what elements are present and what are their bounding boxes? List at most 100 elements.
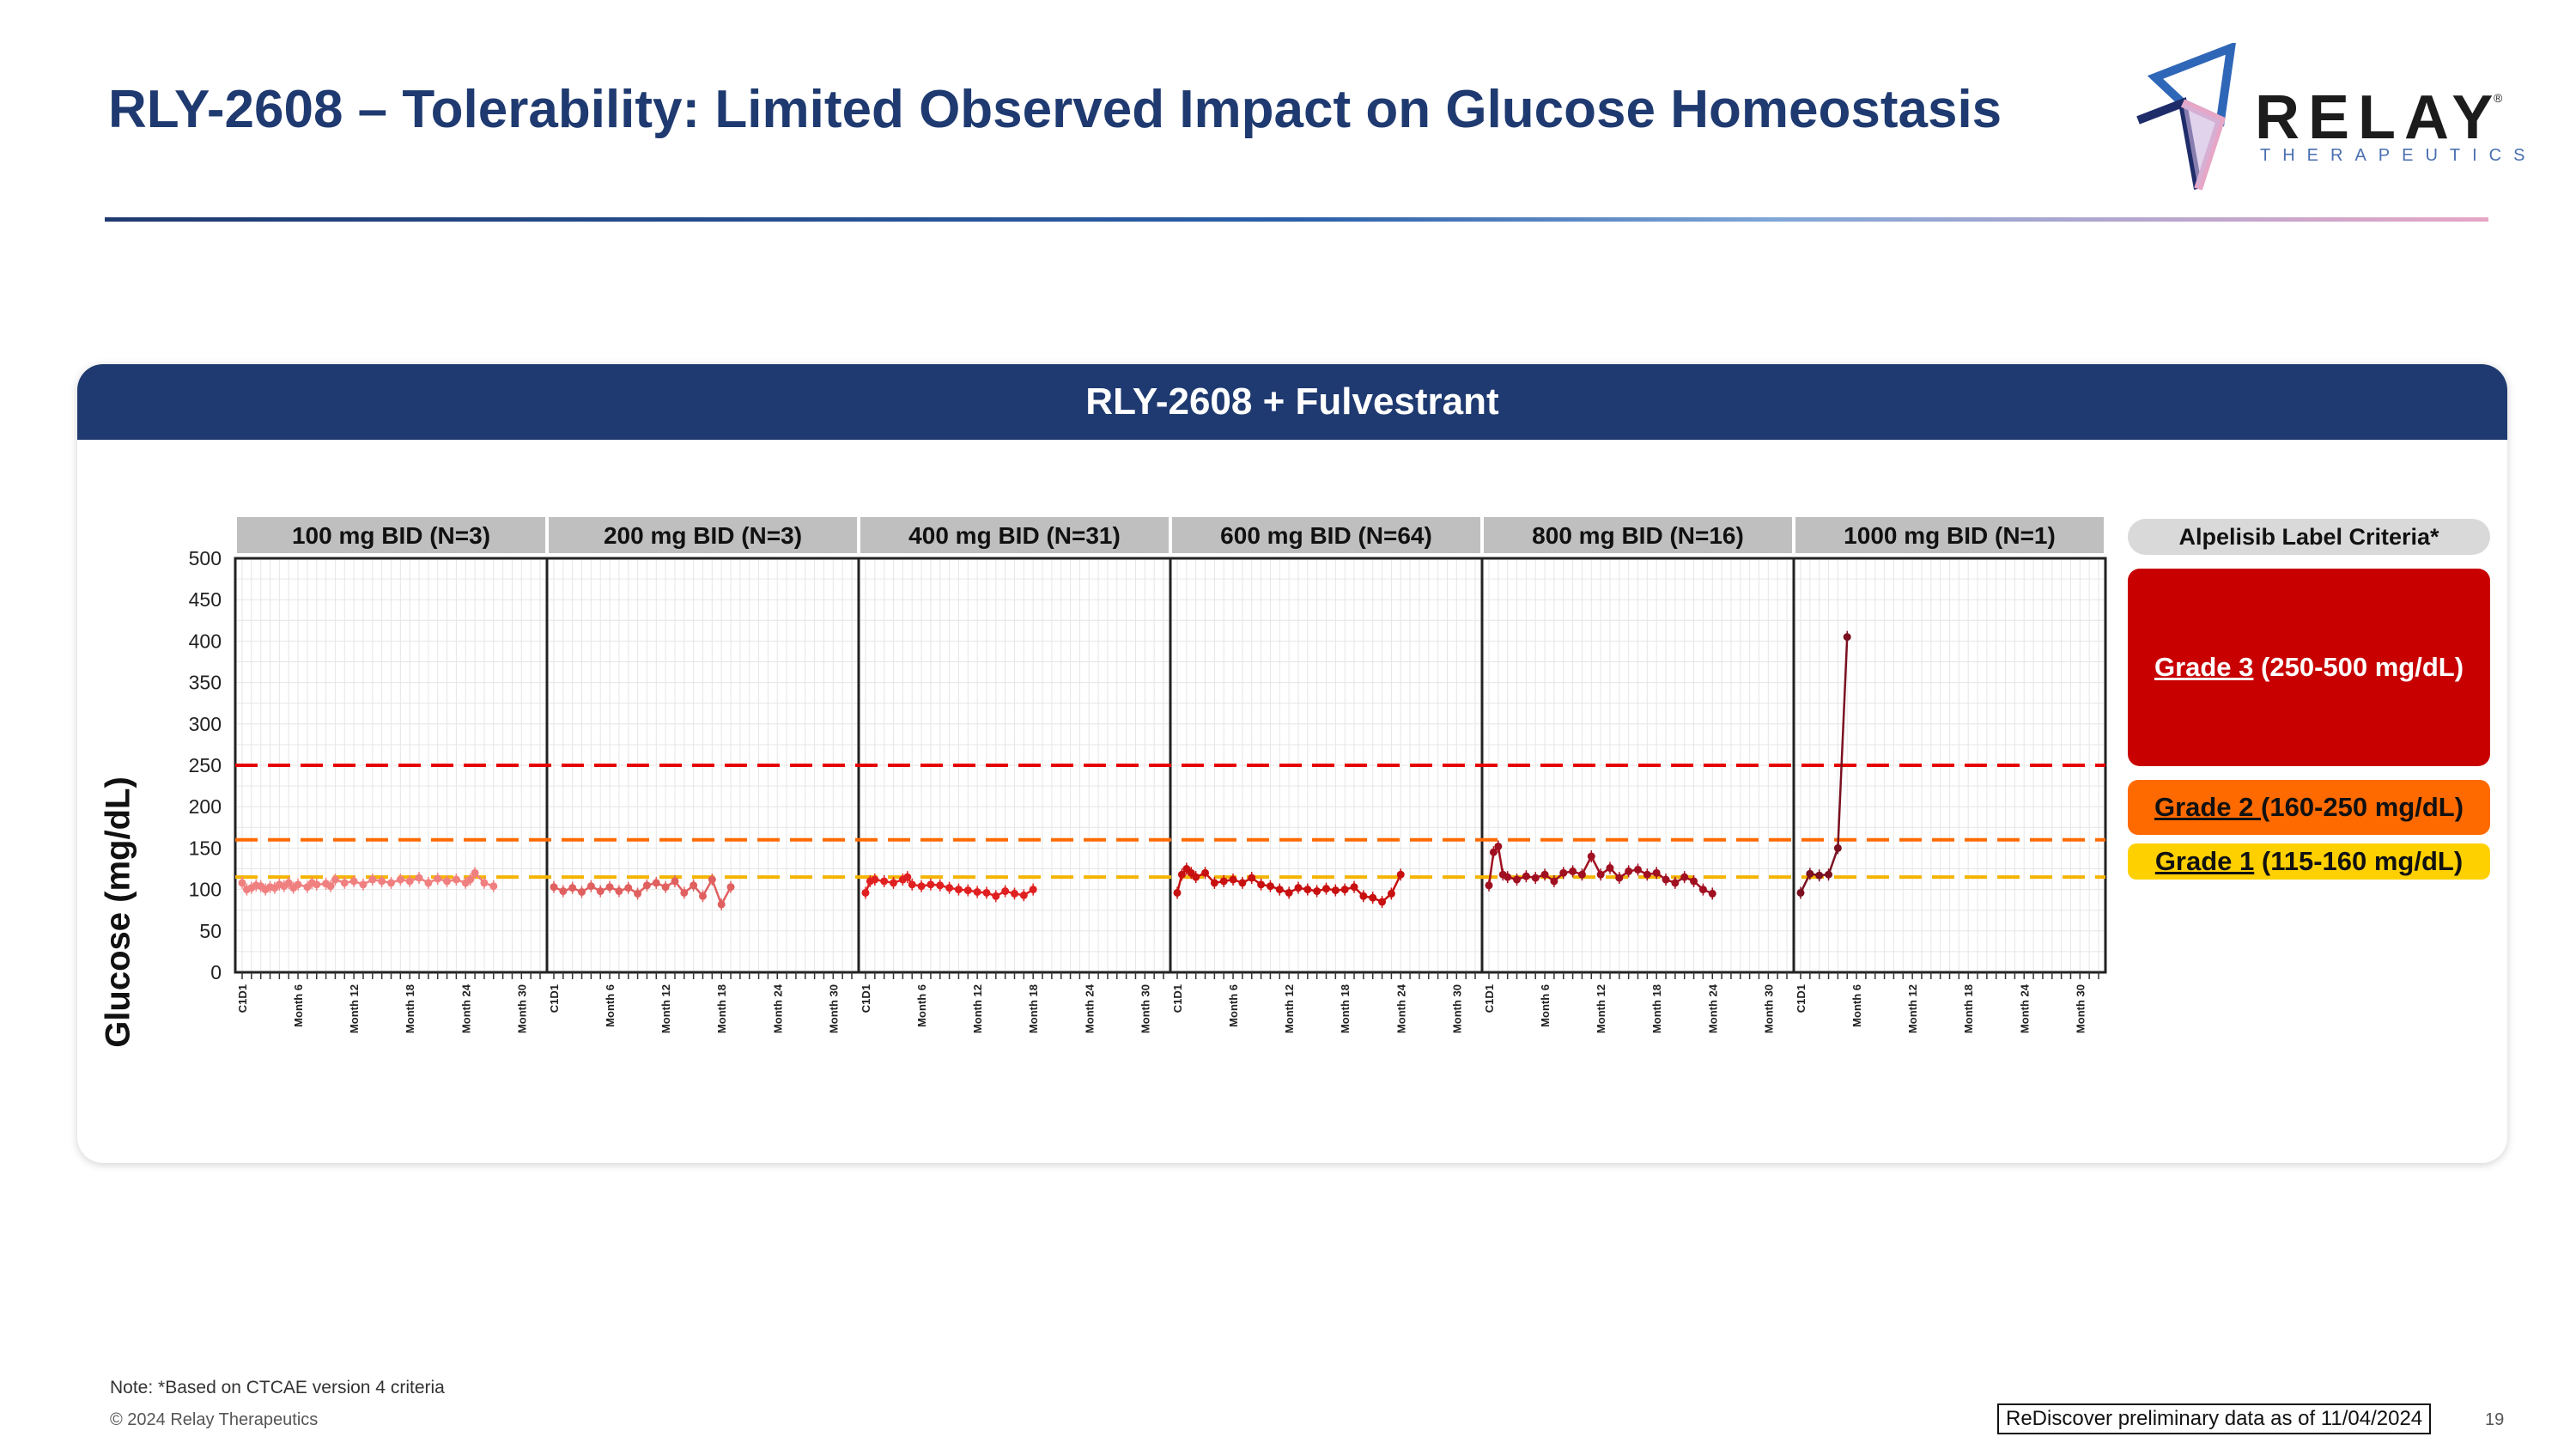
data-point [1019, 891, 1028, 899]
data-point [359, 880, 368, 889]
data-point [699, 892, 707, 900]
data-point [963, 886, 972, 895]
data-point [1504, 873, 1512, 881]
data-point [1513, 875, 1522, 884]
y-tick-label: 500 [189, 547, 222, 569]
x-tick-label: Month 24 [1083, 983, 1096, 1033]
data-point [1322, 885, 1330, 893]
data-point [1577, 870, 1586, 879]
x-tick-label: Month 18 [1962, 984, 1975, 1033]
data-point [568, 884, 577, 892]
x-tick-label: C1D1 [548, 984, 561, 1013]
x-tick-label: Month 6 [292, 984, 305, 1027]
x-tick-label: Month 18 [715, 984, 728, 1033]
facet-header [1484, 517, 1792, 553]
facet-header [1795, 517, 2104, 553]
page-number: 19 [2485, 1410, 2505, 1429]
x-tick-label: Month 6 [915, 984, 928, 1027]
data-point [1494, 842, 1503, 850]
data-point [596, 887, 605, 896]
x-tick-label: Month 12 [348, 984, 361, 1033]
x-tick-label: Month 30 [2074, 984, 2087, 1033]
data-point [954, 886, 963, 894]
x-tick-label: Month 30 [1762, 984, 1775, 1033]
data-point [1698, 886, 1707, 894]
x-tick-label: Month 6 [1539, 984, 1552, 1027]
panel-grid [1794, 557, 2105, 973]
data-point [313, 880, 321, 889]
data-point [326, 882, 335, 891]
data-point [634, 889, 642, 898]
facet-header [237, 517, 545, 553]
data-point [890, 879, 898, 887]
data-point [331, 875, 339, 884]
data-point [1662, 875, 1670, 884]
data-point [1369, 893, 1377, 902]
x-tick-label: Month 6 [1850, 984, 1863, 1027]
grade2-name: Grade 2 [2154, 792, 2262, 822]
data-point [1550, 877, 1558, 886]
data-point [349, 877, 358, 886]
data-point [1266, 882, 1274, 891]
data-point [586, 882, 595, 891]
panel-grid [547, 557, 859, 973]
data-point [434, 874, 442, 883]
data-point [1485, 881, 1493, 890]
data-point [936, 881, 945, 890]
data-point [661, 883, 670, 892]
x-tick-label: Month 30 [1139, 984, 1151, 1033]
data-point [284, 879, 293, 887]
y-tick-label: 400 [189, 630, 222, 652]
data-point [415, 874, 423, 882]
data-point [1796, 888, 1805, 897]
x-tick-label: Month 6 [1227, 984, 1240, 1027]
y-tick-label: 450 [189, 588, 222, 611]
data-point [903, 873, 912, 881]
y-tick-label: 200 [189, 795, 222, 818]
data-point [708, 875, 716, 884]
facet-header-label: 1000 mg BID (N=1) [1844, 522, 2056, 549]
data-point [680, 888, 689, 897]
data-point [1285, 888, 1293, 897]
data-point [945, 884, 954, 892]
y-axis-label: Glucose (mg/dL) [99, 776, 137, 1048]
data-point [642, 881, 651, 890]
x-tick-label: Month 24 [1706, 983, 1719, 1033]
data-point [1559, 868, 1568, 877]
data-point [1219, 877, 1228, 886]
data-point [880, 877, 889, 886]
y-tick-label: 350 [189, 672, 222, 694]
legend-grade3: Grade 3 (250-500 mg/dL) [2128, 569, 2490, 766]
x-tick-label: Month 30 [515, 984, 528, 1033]
legend-grade1: Grade 1 (115-160 mg/dL) [2128, 843, 2490, 880]
data-point [1396, 870, 1405, 879]
x-tick-label: Month 24 [771, 983, 784, 1033]
data-point [1331, 886, 1340, 895]
data-point [1173, 888, 1182, 897]
logo-registered-mark: ® [2494, 91, 2503, 105]
legend-title: Alpelisib Label Criteria* [2128, 519, 2490, 555]
relay-logo: RELAY ® THERAPEUTICS [2129, 43, 2524, 198]
data-point [652, 879, 660, 887]
data-point [378, 877, 386, 886]
data-point [917, 882, 926, 891]
data-point [973, 887, 981, 896]
data-point [726, 883, 735, 892]
data-point [690, 881, 698, 890]
y-tick-label: 300 [189, 713, 222, 735]
data-point [340, 879, 349, 887]
x-tick-label: Month 12 [971, 984, 984, 1033]
data-point [1001, 887, 1010, 896]
footnote: Note: *Based on CTCAE version 4 criteria [110, 1378, 445, 1397]
data-point [1257, 880, 1266, 889]
data-point [717, 900, 726, 909]
data-point [1522, 872, 1530, 880]
data-point [1806, 869, 1814, 878]
data-point [1210, 879, 1218, 887]
data-point [559, 887, 568, 896]
data-point [1313, 887, 1321, 896]
page-title: RLY-2608 – Tolerability: Limited Observe… [108, 80, 2002, 139]
grade2-range: (160-250 mg/dL) [2261, 792, 2464, 822]
facet-header-label: 100 mg BID (N=3) [292, 522, 490, 549]
legend-grade2: Grade 2 (160-250 mg/dL) [2128, 780, 2490, 835]
